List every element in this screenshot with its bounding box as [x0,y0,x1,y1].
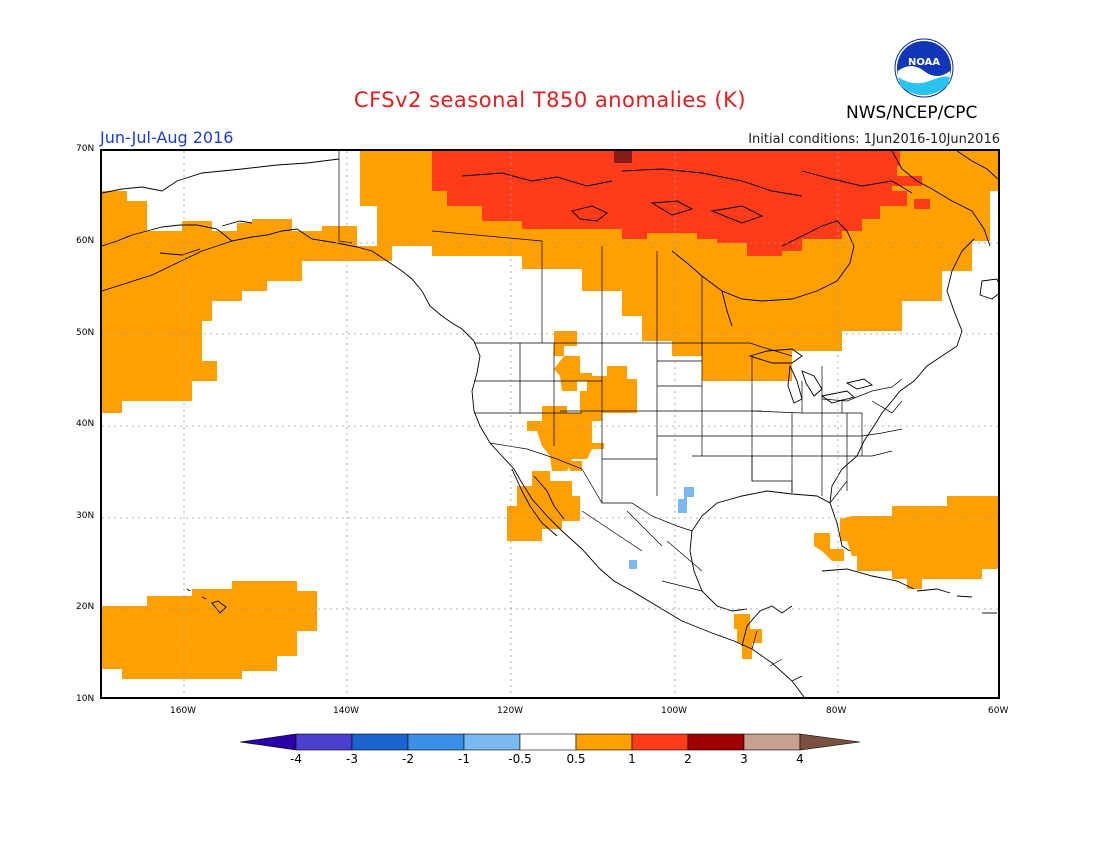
region-western-us-warm [554,331,577,356]
coastlines [102,151,998,697]
region-alaska-pacific-warm [102,191,392,413]
colorbar-swatch [407,733,465,751]
lon-tick-label: 100W [661,706,688,716]
lon-tick-label: 140W [333,706,360,716]
colorbar-label: -1 [458,752,470,766]
lon-tick-label: 80W [826,706,847,716]
lat-tick-label: 70N [76,144,95,154]
colorbar-swatch [575,733,633,751]
warm-anomaly-areas [102,151,998,679]
region-central-america-warm [734,614,762,659]
extreme-warm-spot [614,151,632,163]
region-texas-cool [678,487,694,513]
forecast-period: Jun-Jul-Aug 2016 [100,128,234,147]
cool-anomaly-areas [629,487,694,569]
colorbar-label: -4 [290,752,302,766]
map-title: CFSv2 seasonal T850 anomalies (K) [353,88,747,112]
colorbar-label: -2 [402,752,414,766]
lon-tick-label: 160W [170,706,197,716]
region-atlantic-warm [840,496,998,589]
svg-text:NOAA: NOAA [908,57,940,68]
lon-tick-label: 120W [497,706,524,716]
colorbar-swatch [295,733,353,751]
colorbar-swatch [463,733,521,751]
colorbar-label: 2 [684,752,692,766]
colorbar-label: 3 [740,752,748,766]
lat-tick-label: 30N [76,511,95,521]
lon-tick-label: 60W [988,706,1009,716]
colorbar-swatch [799,733,861,751]
colorbar-swatch [687,733,745,751]
lat-tick-label: 40N [76,419,95,429]
lat-tick-label: 60N [76,236,95,246]
colorbar-swatch [239,733,297,751]
lat-tick-label: 50N [76,328,95,338]
colorbar-label: 1 [628,752,636,766]
lat-tick-label: 10N [76,694,95,704]
lat-tick-label: 20N [76,602,95,612]
colorbar-swatch [351,733,409,751]
colorbar-swatch [743,733,801,751]
colorbar-swatch [519,733,577,751]
noaa-logo-icon: NOAA [893,37,955,103]
initial-conditions: Initial conditions: 1Jun2016-10Jun2016 [748,132,1000,147]
graticule [102,151,998,697]
colorbar-label: 0.5 [566,752,586,766]
colorbar [239,733,862,755]
map-panel [100,149,1000,699]
colorbar-swatch [631,733,689,751]
colorbar-label: -0.5 [508,752,532,766]
colorbar-label: -3 [346,752,358,766]
agency-label: NWS/NCEP/CPC [846,103,978,123]
region-hawaii-warm [102,581,317,679]
colorbar-label: 4 [796,752,804,766]
anomaly-map [102,151,998,697]
